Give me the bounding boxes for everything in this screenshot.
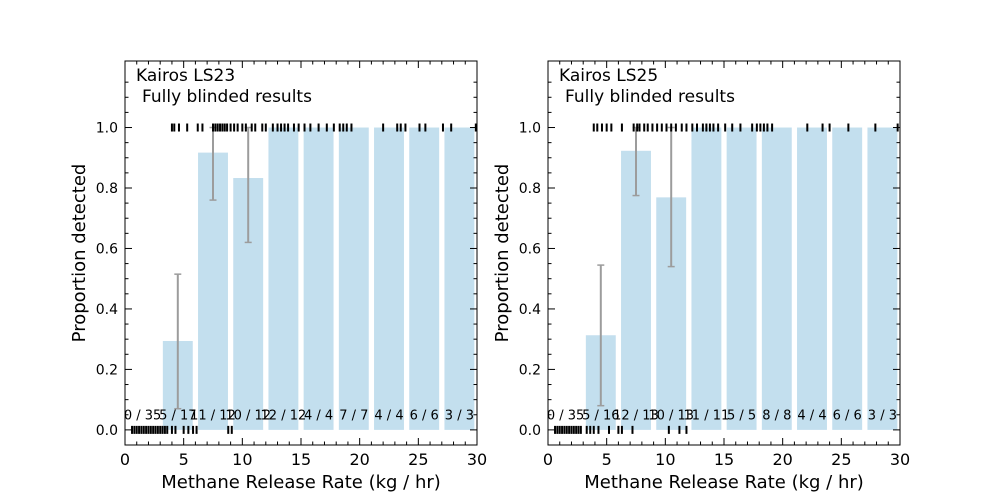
count-label-7: 8 / 8 bbox=[762, 408, 791, 423]
y-tick-label: 0.2 bbox=[519, 362, 541, 378]
y-axis-label: Proportion detected bbox=[69, 164, 90, 343]
y-tick-label: 0.6 bbox=[96, 241, 118, 257]
bar-7 bbox=[338, 127, 369, 430]
x-tick-label: 10 bbox=[655, 450, 675, 469]
count-label-6: 4 / 4 bbox=[304, 408, 333, 423]
y-tick-label: 0.4 bbox=[519, 302, 541, 318]
x-tick-label: 15 bbox=[714, 450, 734, 469]
count-label-8: 4 / 4 bbox=[374, 408, 403, 423]
bar-5 bbox=[691, 127, 722, 430]
count-label-6: 5 / 5 bbox=[727, 408, 756, 423]
count-label-3: 11 / 12 bbox=[190, 408, 236, 423]
count-label-9: 6 / 6 bbox=[410, 408, 439, 423]
x-tick-label: 15 bbox=[291, 450, 311, 469]
y-axis-label: Proportion detected bbox=[492, 164, 513, 343]
bar-9 bbox=[832, 127, 863, 430]
count-label-3: 12 / 13 bbox=[613, 408, 659, 423]
y-tick-label: 0.0 bbox=[519, 423, 541, 439]
x-axis-label: Methane Release Rate (kg / hr) bbox=[161, 472, 441, 493]
count-label-7: 7 / 7 bbox=[339, 408, 368, 423]
x-tick-label: 10 bbox=[232, 450, 252, 469]
y-tick-label: 0.8 bbox=[519, 181, 541, 197]
count-label-5: 12 / 12 bbox=[261, 408, 307, 423]
y-tick-label: 0.4 bbox=[96, 302, 118, 318]
count-label-1: 0 / 35 bbox=[547, 408, 584, 423]
count-label-10: 3 / 3 bbox=[868, 408, 897, 423]
x-tick-label: 25 bbox=[408, 450, 428, 469]
y-tick-label: 0.6 bbox=[519, 241, 541, 257]
x-tick-label: 5 bbox=[179, 450, 189, 469]
bar-10 bbox=[867, 127, 898, 430]
count-label-10: 3 / 3 bbox=[445, 408, 474, 423]
count-label-8: 4 / 4 bbox=[797, 408, 826, 423]
x-tick-label: 30 bbox=[467, 450, 487, 469]
bar-8 bbox=[797, 127, 827, 430]
bar-3 bbox=[621, 150, 651, 430]
x-tick-label: 5 bbox=[602, 450, 612, 469]
count-label-1: 0 / 35 bbox=[124, 408, 161, 423]
x-tick-label: 30 bbox=[890, 450, 910, 469]
chart-subtitle: Fully blinded results bbox=[142, 87, 312, 107]
bar-7 bbox=[761, 127, 792, 430]
bar-10 bbox=[444, 127, 475, 430]
count-label-4: 10 / 12 bbox=[225, 408, 271, 423]
x-tick-label: 0 bbox=[543, 450, 553, 469]
chart-title: Kairos LS23 bbox=[136, 66, 235, 86]
bar-8 bbox=[374, 127, 404, 430]
bar-6 bbox=[303, 127, 334, 430]
y-tick-label: 0.2 bbox=[96, 362, 118, 378]
count-label-4: 10 / 13 bbox=[648, 408, 694, 423]
count-label-2: 5 / 16 bbox=[582, 408, 619, 423]
bar-5 bbox=[268, 127, 299, 430]
y-tick-label: 1.0 bbox=[96, 121, 118, 137]
x-tick-label: 20 bbox=[772, 450, 792, 469]
chart-subtitle: Fully blinded results bbox=[565, 87, 735, 107]
y-tick-label: 0.8 bbox=[96, 181, 118, 197]
y-tick-label: 1.0 bbox=[519, 121, 541, 137]
chart-title: Kairos LS25 bbox=[559, 66, 658, 86]
x-tick-label: 20 bbox=[349, 450, 369, 469]
count-label-9: 6 / 6 bbox=[833, 408, 862, 423]
bar-9 bbox=[409, 127, 440, 430]
bar-6 bbox=[726, 127, 757, 430]
count-label-2: 5 / 17 bbox=[159, 408, 196, 423]
x-axis-label: Methane Release Rate (kg / hr) bbox=[584, 472, 864, 493]
count-label-5: 11 / 11 bbox=[684, 408, 730, 423]
x-tick-label: 25 bbox=[831, 450, 851, 469]
y-tick-label: 0.0 bbox=[96, 423, 118, 439]
x-tick-label: 0 bbox=[120, 450, 130, 469]
